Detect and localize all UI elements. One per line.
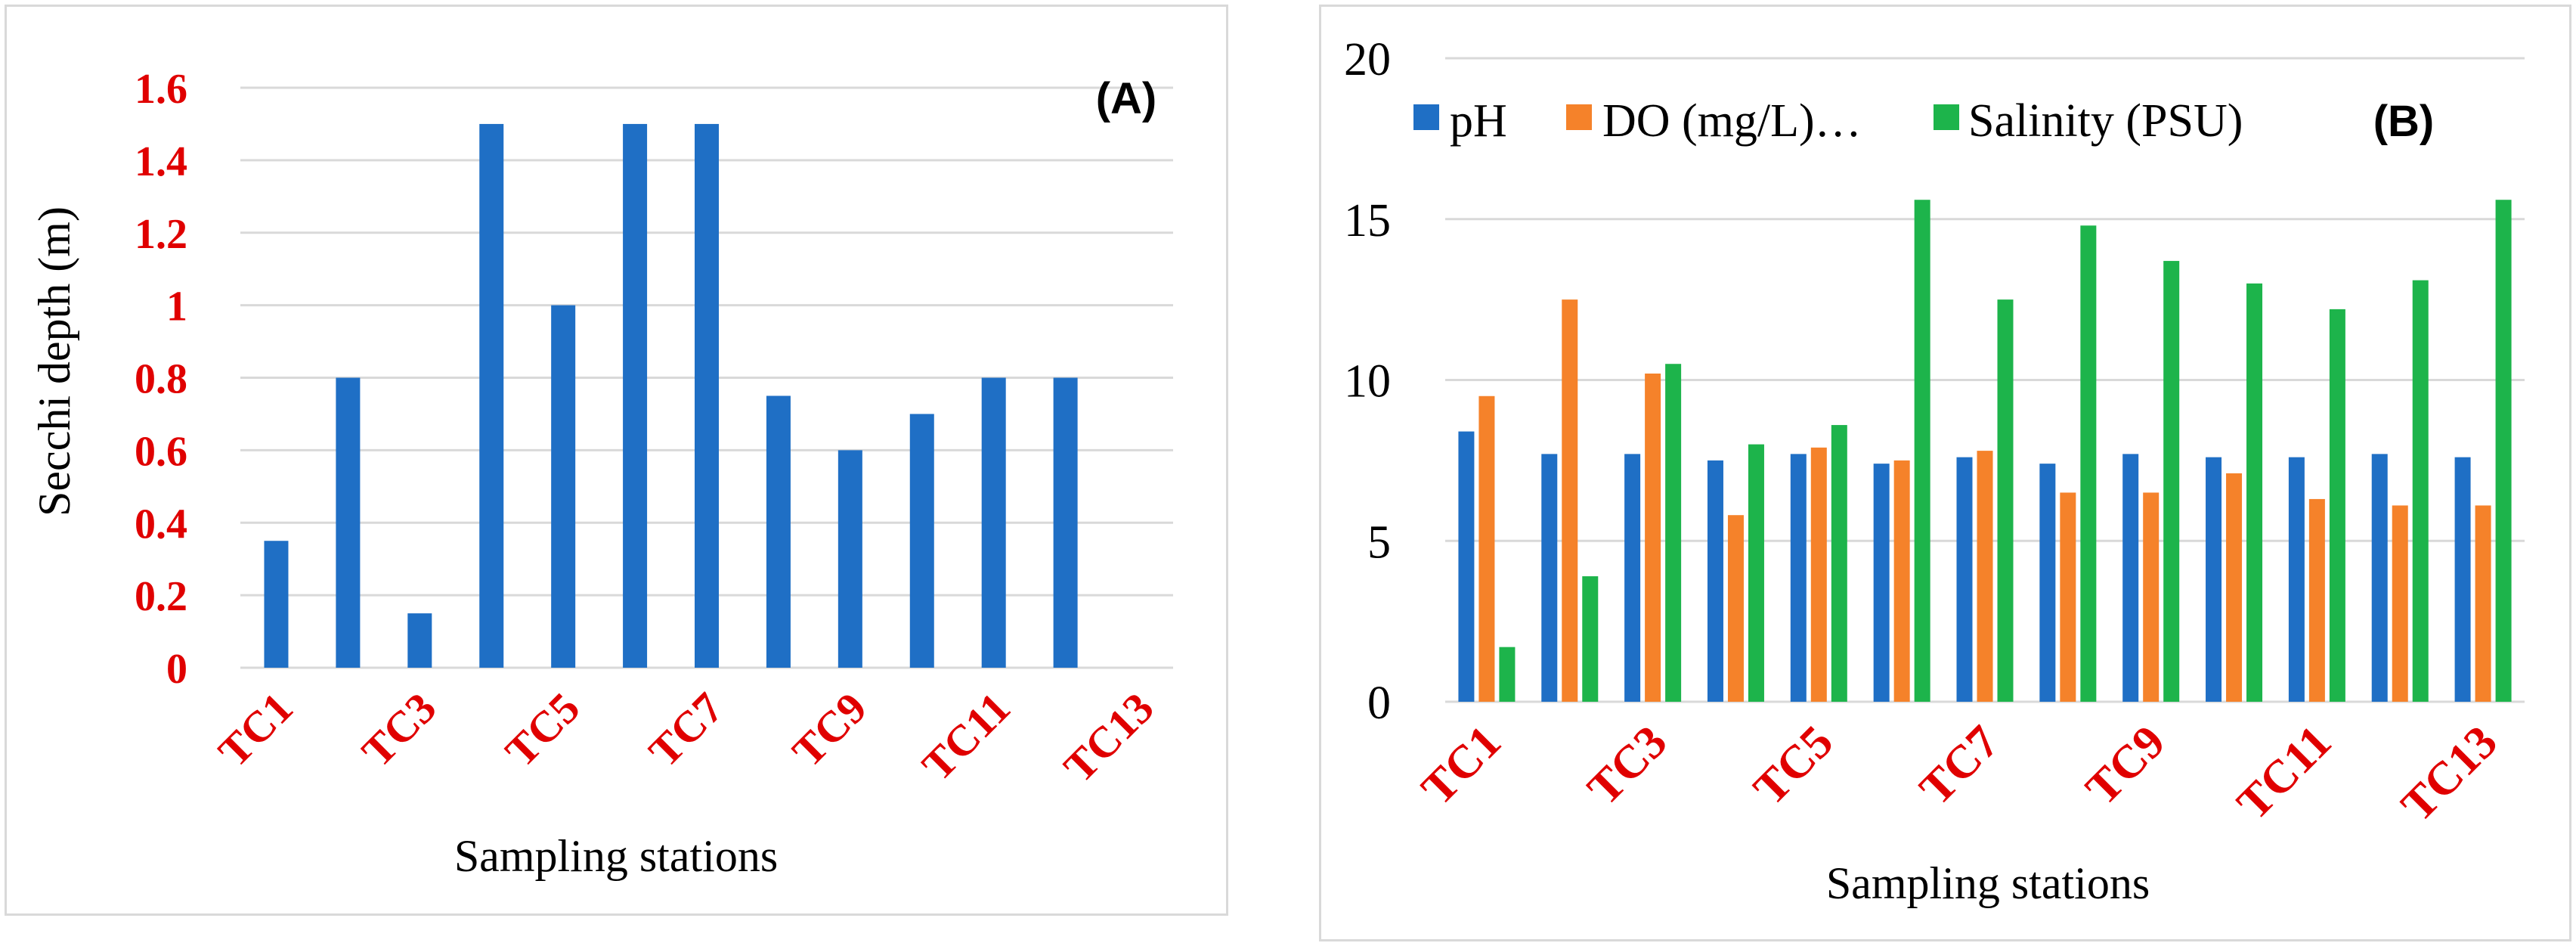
chart-b-bar-ph-tc2 [1541,454,1558,702]
chart-a-y-tick-label: 0.6 [135,428,187,475]
chart-b-bar-do-tc12 [2392,505,2408,702]
chart-b-y-tick-label: 5 [1367,516,1391,568]
chart-b-bar-ph-tc5 [1790,454,1807,702]
chart-a-bar-tc10 [909,414,934,668]
chart-b-legend: pH DO (mg/L)… Salinity (PSU) [1413,95,2243,147]
chart-b-bar-do-tc2 [1562,299,1578,702]
chart-a-y-tick-label: 0.8 [135,356,187,403]
chart-a-y-axis-title: Secchi depth (m) [29,206,79,516]
chart-b-bar-do-tc9 [2143,492,2160,702]
chart-a-bar-tc8 [766,395,791,668]
chart-b-x-tick-label: TC3 [1578,716,1677,815]
chart-a-bar-tc12 [1053,377,1078,668]
chart-b-x-tick-label: TC13 [2392,716,2507,832]
chart-b-bar-salinity-tc12 [2412,280,2429,703]
chart-b-x-tick-label: TC1 [1412,716,1511,815]
chart-b-bar-ph-tc10 [2206,457,2222,702]
chart-b-bar-salinity-tc3 [1665,364,1682,702]
chart-b-bar-ph-tc4 [1707,460,1723,702]
chart-a-bar-tc11 [981,377,1006,668]
chart-b-bar-salinity-tc1 [1499,647,1516,702]
chart-a-bar-tc1 [264,541,289,668]
chart-b-bar-do-tc8 [2060,492,2076,702]
chart-b-x-tick-label: TC7 [1910,716,2009,815]
chart-a-bar-tc9 [838,450,862,668]
legend-swatch-ph [1413,104,1439,130]
chart-b-y-tick-label: 10 [1344,356,1391,408]
chart-a-y-ticks: 0 0.2 0.4 0.6 0.8 1 1.2 1.4 1.6 [135,66,187,693]
chart-b-bar-do-tc4 [1727,515,1744,702]
chart-b-bar-ph-tc13 [2454,457,2471,702]
chart-b-bar-ph-tc1 [1458,431,1475,702]
chart-b-bar-salinity-tc11 [2329,309,2345,702]
chart-a-y-tick-label: 1 [166,284,187,330]
chart-b-bar-do-tc10 [2226,473,2243,702]
chart-b-x-tick-label: TC5 [1744,716,1843,815]
chart-b-bar-salinity-tc7 [1997,299,2014,702]
chart-b-bar-salinity-tc5 [1831,425,1847,702]
chart-b-panel-label: (B) [2373,97,2435,146]
chart-a-bar-tc4 [479,123,504,668]
legend-label-salinity: Salinity (PSU) [1968,95,2243,147]
chart-b-x-tick-label: TC9 [2076,716,2175,815]
chart-a-y-tick-label: 1.4 [135,138,187,185]
legend-swatch-salinity [1934,104,1959,130]
chart-b-bar-salinity-tc9 [2163,261,2180,702]
chart-b-bar-salinity-tc2 [1582,576,1599,702]
legend-label-do: DO (mg/L)… [1602,95,1862,147]
chart-b-bar-do-tc11 [2308,498,2325,702]
chart-b-bar-ph-tc3 [1624,454,1641,702]
chart-b-bar-ph-tc8 [2039,464,2056,702]
chart-b-bars [1458,200,2512,703]
chart-b-bar-salinity-tc4 [1748,444,1764,702]
chart-panel-a [5,5,1228,916]
chart-a-y-tick-label: 0 [166,646,187,693]
chart-b-y-tick-label: 20 [1344,34,1391,85]
chart-a-y-tick-label: 0.4 [135,501,187,547]
chart-b-y-tick-label: 15 [1344,195,1391,247]
legend-swatch-do [1566,104,1592,130]
chart-panel-b [1319,5,2571,941]
chart-b-y-ticks: 0 5 10 15 20 [1344,34,1391,729]
chart-b-bar-ph-tc12 [2371,454,2388,702]
chart-b-bar-salinity-tc6 [1914,200,1930,703]
chart-a-y-tick-label: 0.2 [135,573,187,620]
chart-a-bar-tc3 [407,613,432,668]
chart-b-bar-ph-tc11 [2288,457,2305,702]
chart-b-bar-ph-tc9 [2122,454,2139,702]
chart-b-bar-salinity-tc10 [2246,283,2263,703]
chart-a-y-tick-label: 1.6 [135,66,187,113]
chart-b-bar-do-tc1 [1478,395,1495,702]
chart-a-bar-tc7 [695,123,719,668]
chart-a-panel-label: (A) [1096,74,1157,123]
chart-b-bar-do-tc6 [1893,460,1910,702]
chart-b-bar-salinity-tc13 [2495,200,2512,703]
chart-b-x-axis-title: Sampling stations [1826,858,2150,908]
chart-b-x-tick-label: TC11 [2228,716,2341,830]
chart-b-x-ticks: TC1 TC3 TC5 TC7 TC9 TC11 TC13 [1412,716,2507,832]
chart-b-bar-ph-tc6 [1873,464,1890,702]
chart-a-bar-tc6 [623,123,648,668]
legend-label-ph: pH [1450,95,1507,147]
chart-b-y-tick-label: 0 [1367,678,1391,729]
chart-b-bar-salinity-tc8 [2080,225,2097,702]
chart-b-bar-do-tc7 [1977,451,1993,702]
chart-b-bar-do-tc3 [1645,373,1661,702]
chart-a-bars [264,123,1078,668]
chart-b-bar-do-tc5 [1810,447,1827,702]
chart-b-bar-ph-tc7 [1956,457,1973,702]
chart-a-y-tick-label: 1.2 [135,211,187,258]
chart-a-bar-tc5 [551,305,576,668]
chart-a-bar-tc2 [336,377,361,668]
chart-b-bar-do-tc13 [2475,505,2491,702]
chart-a-x-axis-title: Sampling stations [454,831,778,881]
